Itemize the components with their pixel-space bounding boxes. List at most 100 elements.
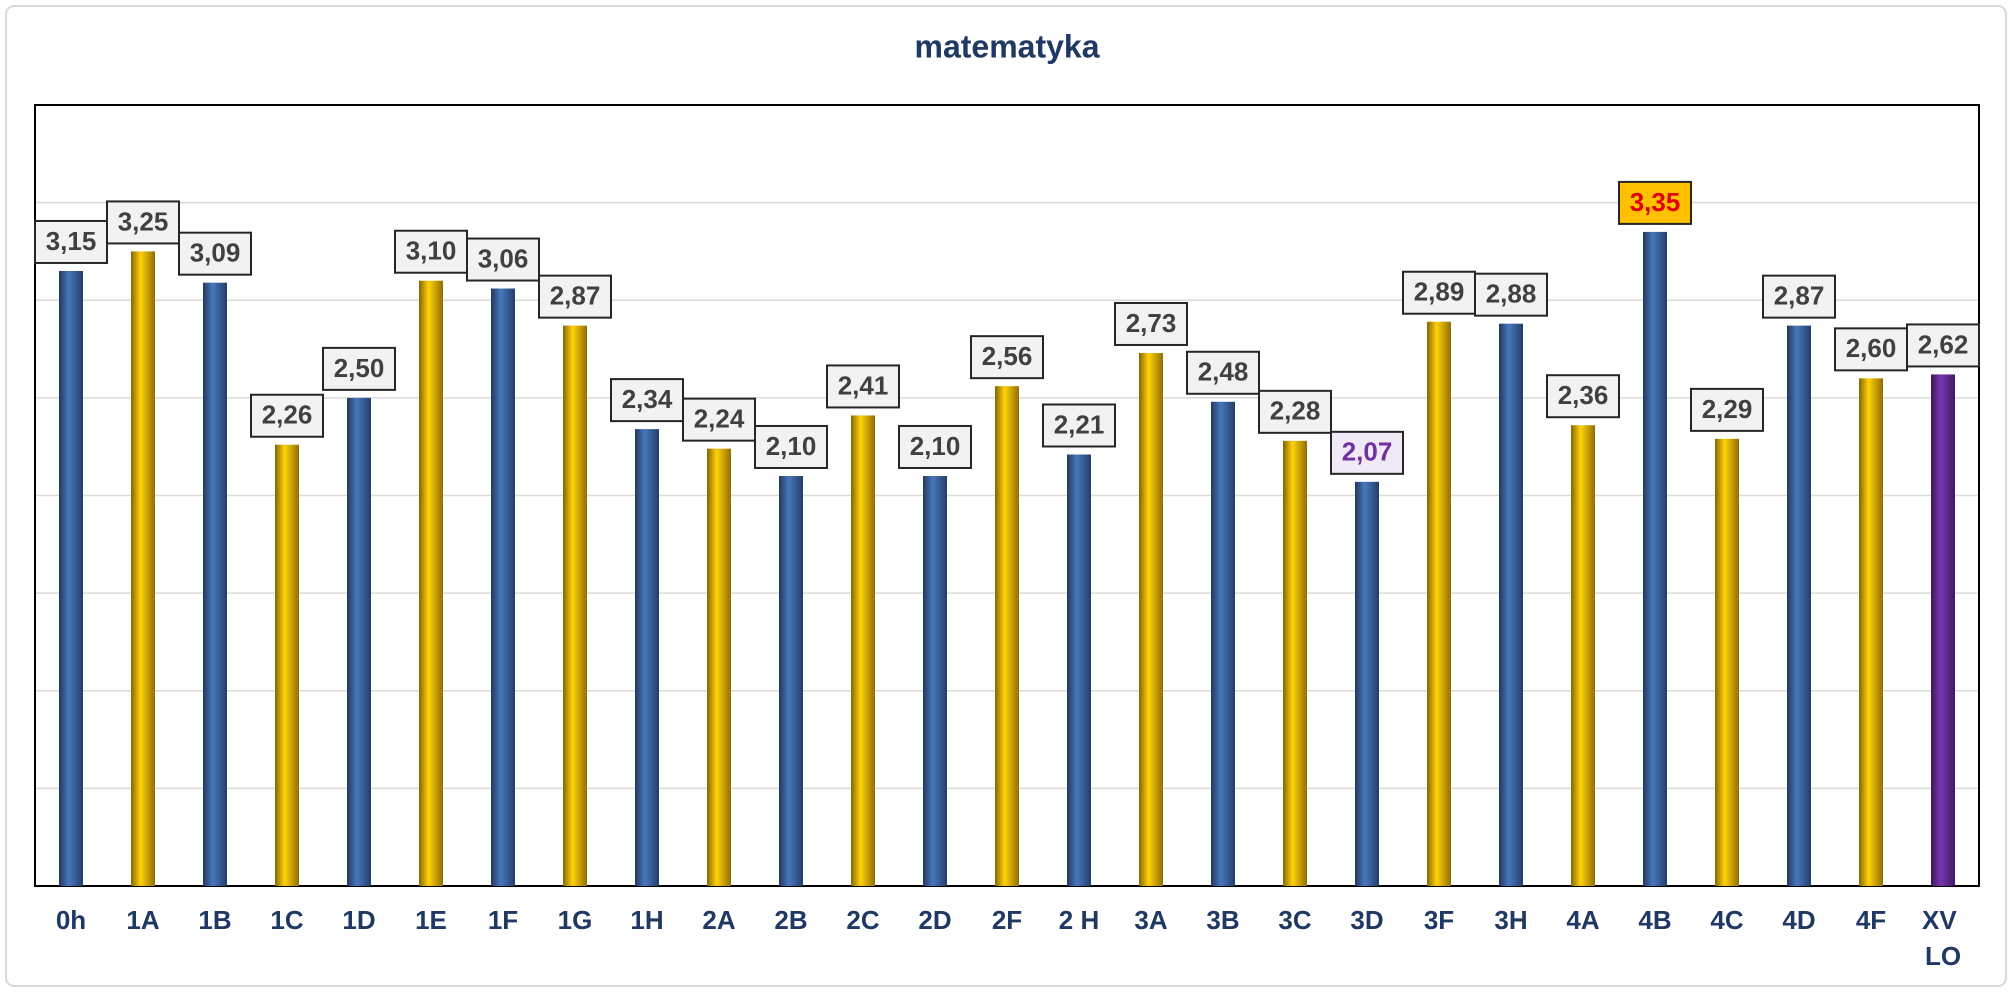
value-label-box	[1618, 180, 1692, 225]
x-tick-label: XV LO	[1922, 905, 1964, 971]
value-label-box	[1906, 323, 1980, 368]
value-label: 2,88	[1486, 279, 1537, 309]
bar	[1499, 323, 1523, 886]
value-label-box	[1258, 389, 1332, 434]
value-label-box	[1762, 274, 1836, 319]
value-label: 2,21	[1054, 409, 1105, 439]
x-tick-label: 3B	[1206, 905, 1239, 935]
x-tick-label: 3A	[1134, 905, 1167, 935]
value-label-box	[1546, 374, 1620, 419]
x-tick-label: 4A	[1566, 905, 1599, 935]
bar	[1355, 481, 1379, 886]
value-label: 3,06	[478, 243, 529, 273]
bar	[1715, 438, 1739, 886]
bar	[491, 288, 515, 886]
value-label: 3,15	[46, 226, 97, 256]
bar	[1283, 440, 1307, 886]
bar	[203, 282, 227, 886]
value-label: 3,35	[1630, 187, 1681, 217]
bar	[1139, 352, 1163, 886]
value-label: 2,07	[1342, 437, 1393, 467]
value-label-box	[178, 231, 252, 276]
x-tick-label: 1A	[126, 905, 159, 935]
value-label: 2,62	[1918, 329, 1969, 359]
x-tick-label: 2F	[992, 905, 1022, 935]
bar	[1427, 321, 1451, 886]
bar	[131, 251, 155, 886]
x-tick-label: 4B	[1638, 905, 1671, 935]
x-tick-label: 2A	[702, 905, 735, 935]
value-label-box	[538, 274, 612, 319]
value-label: 2,26	[262, 400, 313, 430]
x-tick-label: 1F	[488, 905, 518, 935]
value-label: 3,09	[190, 238, 241, 268]
value-label-box	[610, 378, 684, 423]
value-label-box	[1042, 403, 1116, 448]
x-tick-label: 1E	[415, 905, 447, 935]
value-label-box	[754, 424, 828, 469]
value-label: 3,25	[118, 206, 169, 236]
value-label: 2,56	[982, 341, 1033, 371]
value-label: 2,73	[1126, 308, 1177, 338]
bar	[707, 448, 731, 886]
bar	[59, 270, 83, 886]
value-label: 2,87	[550, 281, 601, 311]
bar	[563, 325, 587, 886]
value-label-box	[970, 335, 1044, 380]
bar	[419, 280, 443, 887]
value-label-box	[394, 229, 468, 274]
chart-title: matematyka	[915, 28, 1100, 64]
value-label: 2,87	[1774, 281, 1825, 311]
value-label-box	[898, 424, 972, 469]
value-label: 2,89	[1414, 277, 1465, 307]
x-tick-label: 2C	[846, 905, 879, 935]
x-tick-label: 2 H	[1059, 905, 1099, 935]
value-label: 2,29	[1702, 394, 1753, 424]
value-label: 2,34	[622, 384, 673, 414]
value-label-box	[1330, 430, 1404, 475]
value-label: 2,36	[1558, 380, 1609, 410]
bar	[1067, 454, 1091, 886]
bar	[1571, 425, 1595, 886]
x-tick-label: 4C	[1710, 905, 1743, 935]
x-tick-label: 3D	[1350, 905, 1383, 935]
value-label-box	[1186, 350, 1260, 395]
value-label-box	[1474, 272, 1548, 317]
value-label: 2,50	[334, 353, 385, 383]
bar	[1931, 374, 1955, 886]
value-label-box	[466, 237, 540, 282]
bar	[275, 444, 299, 886]
value-label: 3,10	[406, 236, 457, 266]
value-label-box	[322, 346, 396, 391]
value-label-box	[250, 393, 324, 438]
x-tick-label: 3F	[1424, 905, 1454, 935]
value-label: 2,48	[1198, 357, 1249, 387]
value-label-box	[1690, 387, 1764, 432]
x-tick-label: 0h	[56, 905, 86, 935]
bar	[995, 386, 1019, 886]
value-label-box	[1834, 327, 1908, 372]
value-label-box	[682, 397, 756, 442]
x-tick-label: 4D	[1782, 905, 1815, 935]
x-tick-label: 1C	[270, 905, 303, 935]
value-label-box	[34, 219, 108, 264]
x-tick-label: 1H	[630, 905, 663, 935]
bar	[347, 397, 371, 886]
bar	[923, 475, 947, 886]
bar	[1643, 231, 1667, 887]
bar	[1859, 378, 1883, 886]
x-tick-label: 4F	[1856, 905, 1886, 935]
value-label: 2,10	[910, 431, 961, 461]
value-label: 2,41	[838, 370, 889, 400]
bar	[779, 475, 803, 886]
value-label: 2,10	[766, 431, 817, 461]
value-label-box	[106, 200, 180, 245]
x-tick-label: 2D	[918, 905, 951, 935]
x-tick-label: 1G	[558, 905, 593, 935]
x-tick-label: 1D	[342, 905, 375, 935]
x-tick-label: 3H	[1494, 905, 1527, 935]
value-label: 2,60	[1846, 333, 1897, 363]
x-tick-label: 3C	[1278, 905, 1311, 935]
value-label: 2,28	[1270, 396, 1321, 426]
